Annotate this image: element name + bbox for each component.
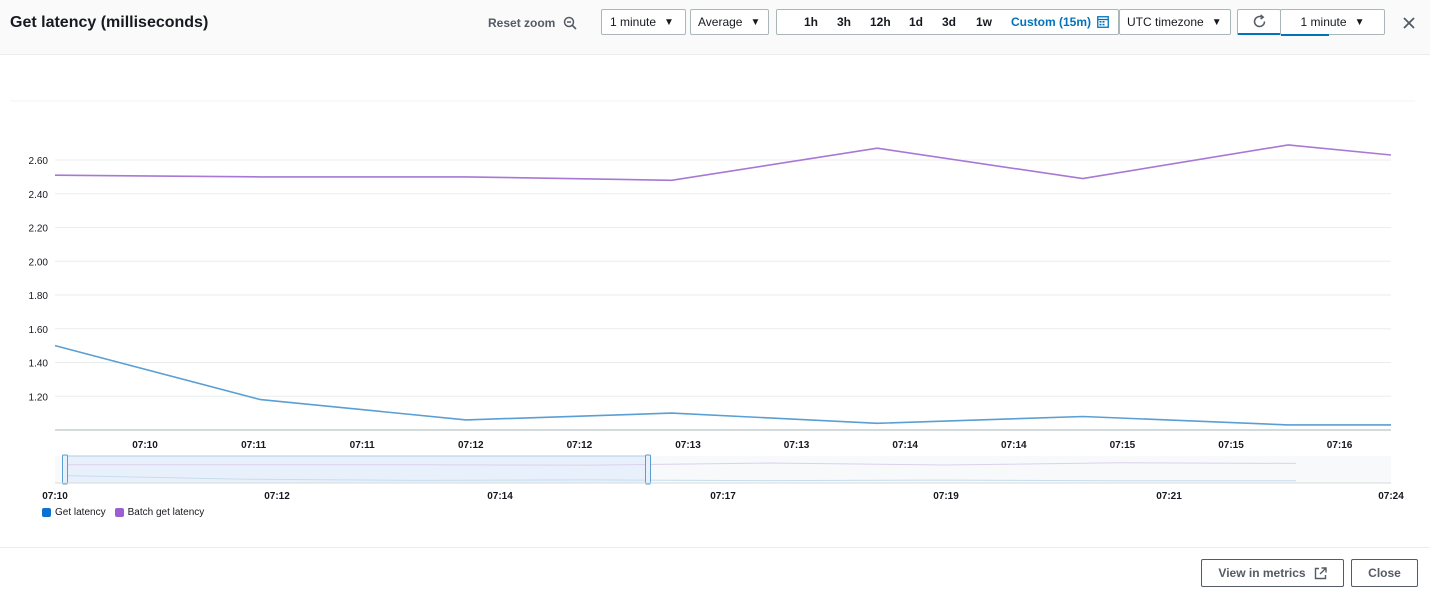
footer-divider — [0, 547, 1430, 548]
refresh-interval-value: 1 minute — [1300, 15, 1347, 29]
statistic-select-value: Average — [698, 15, 743, 29]
time-navigator[interactable]: 07:10 07:12 07:14 07:17 07:19 07:21 07:24 — [42, 454, 1404, 502]
time-range-selector: 1h 3h 12h 1d 3d 1w Custom (15m) — [776, 9, 1119, 35]
x-axis: 07:10 07:11 07:11 07:12 07:12 07:13 07:13 07:14… — [55, 429, 1391, 451]
close-icon[interactable] — [1401, 15, 1417, 31]
timezone-select[interactable]: UTC timezone ▼ — [1119, 9, 1231, 35]
reset-zoom-button[interactable]: Reset zoom — [488, 14, 577, 32]
chart-legend: Get latency Batch get latency — [42, 507, 204, 518]
x-tick-label: 07:11 — [241, 440, 266, 451]
caret-down-icon: ▼ — [1211, 16, 1222, 28]
series-line-get-latency — [54, 344, 1391, 426]
navigator-trace — [64, 462, 1297, 466]
period-select-value: 1 minute — [610, 15, 657, 29]
x-tick-label: 07:15 — [1218, 440, 1244, 451]
legend-label: Batch get latency — [127, 507, 205, 518]
refresh-icon — [1253, 14, 1265, 28]
zoom-out-icon — [564, 16, 577, 30]
range-custom-button[interactable]: Custom (15m) — [1011, 15, 1109, 29]
navigator-handle[interactable] — [62, 454, 68, 485]
view-in-metrics-label: View in metrics — [1218, 566, 1306, 580]
series-line-batch-get-latency — [54, 144, 1392, 182]
navigator-handle[interactable] — [645, 454, 651, 485]
refresh-progress-bar — [1281, 34, 1329, 36]
navigator-tick-label: 07:21 — [1156, 491, 1182, 502]
caret-down-icon: ▼ — [1354, 16, 1365, 28]
caret-down-icon: ▼ — [664, 16, 674, 28]
navigator-selection[interactable] — [64, 455, 649, 484]
navigator-trace — [64, 475, 1296, 482]
y-tick-label: 2.40 — [29, 190, 49, 201]
range-1w-button[interactable]: 1w — [976, 15, 993, 29]
period-select[interactable]: 1 minute ▼ — [601, 9, 686, 35]
caret-down-icon: ▼ — [750, 16, 761, 28]
navigator-tick-label: 07:10 — [42, 491, 68, 502]
y-tick-label: 2.60 — [29, 156, 49, 167]
external-link-icon — [1314, 566, 1327, 579]
y-tick-label: 2.00 — [29, 257, 49, 268]
legend-label: Get latency — [55, 507, 106, 518]
y-tick-label: 1.20 — [29, 392, 49, 403]
x-tick-label: 07:12 — [567, 440, 593, 451]
statistic-select[interactable]: Average ▼ — [690, 9, 769, 35]
y-tick-label: 1.40 — [29, 359, 49, 370]
x-tick-label: 07:11 — [350, 440, 375, 451]
chart-area: 1.20 1.40 1.60 1.80 2.00 2.20 2.40 2.60 07:10 07… — [0, 54, 1430, 544]
legend-item-get-latency[interactable]: Get latency — [42, 507, 106, 518]
x-tick-label: 07:13 — [784, 440, 810, 451]
navigator-tick-label: 07:12 — [264, 491, 290, 502]
legend-swatch — [114, 508, 124, 517]
y-axis: 1.20 1.40 1.60 1.80 2.00 2.20 2.40 2.60 — [29, 156, 49, 403]
series-lines — [54, 144, 1392, 426]
y-tick-label: 1.60 — [29, 325, 49, 336]
x-tick-label: 07:16 — [1327, 440, 1353, 451]
close-label: Close — [1368, 566, 1401, 580]
x-tick-label: 07:12 — [458, 440, 484, 451]
view-in-metrics-button[interactable]: View in metrics — [1201, 559, 1344, 587]
x-tick-label: 07:14 — [892, 440, 918, 451]
reset-zoom-label: Reset zoom — [488, 16, 556, 30]
legend-item-batch-get-latency[interactable]: Batch get latency — [114, 507, 205, 518]
x-tick-label: 07:10 — [132, 440, 158, 451]
range-3h-button[interactable]: 3h — [837, 15, 852, 29]
range-1h-button[interactable]: 1h — [804, 15, 819, 29]
navigator-tick-label: 07:14 — [487, 491, 513, 502]
timezone-select-value: UTC timezone — [1127, 15, 1204, 29]
navigator-tick-label: 07:17 — [710, 491, 736, 502]
range-1d-button[interactable]: 1d — [909, 15, 924, 29]
legend-swatch — [42, 508, 51, 517]
y-tick-label: 1.80 — [29, 291, 49, 302]
x-tick-label: 07:14 — [1001, 440, 1027, 451]
refresh-interval-select[interactable]: 1 minute ▼ — [1280, 9, 1385, 36]
x-tick-label: 07:15 — [1110, 440, 1136, 451]
navigator-tick-label: 07:19 — [933, 491, 959, 502]
x-tick-label: 07:13 — [675, 440, 701, 451]
grid — [10, 100, 1415, 397]
range-12h-button[interactable]: 12h — [870, 15, 891, 29]
close-button[interactable]: Close — [1351, 559, 1418, 587]
calendar-icon — [1097, 16, 1109, 28]
latency-line-chart[interactable]: 1.201.401.601.802.002.202.402.60 07:10 07… — [0, 54, 1430, 544]
y-tick-label: 2.20 — [29, 224, 49, 235]
range-custom-label: Custom (15m) — [1011, 15, 1092, 29]
chart-header: Get latency (milliseconds) Reset zoom 1 … — [0, 0, 1430, 55]
refresh-button[interactable] — [1237, 9, 1281, 35]
range-3d-button[interactable]: 3d — [942, 15, 957, 29]
page-title: Get latency (milliseconds) — [10, 14, 209, 31]
navigator-tick-label: 07:24 — [1378, 491, 1404, 502]
